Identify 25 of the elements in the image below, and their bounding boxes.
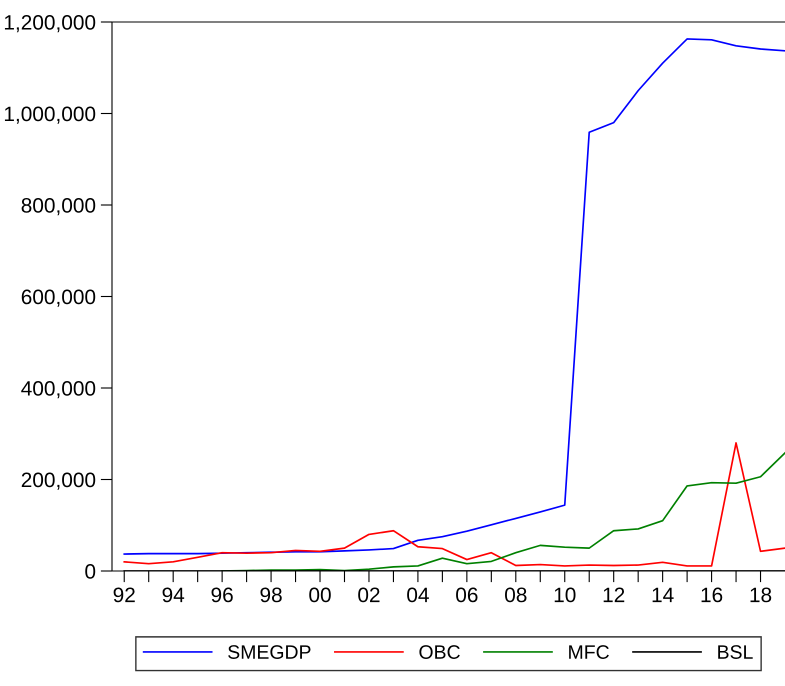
y-tick-label: 400,000 [21,381,96,398]
x-tick-label: 92 [114,588,135,602]
x-tick-label: 12 [604,588,624,602]
x-tick-label: 14 [652,588,674,602]
y-tick-label: 800,000 [22,198,96,216]
y-tick-label: 600,000 [22,290,96,307]
x-tick-label: 18 [750,588,772,602]
x-tick-label: 96 [212,588,233,602]
y-tick-label: 1,200,000 [4,15,96,32]
legend-label: SMEGDP [228,645,310,659]
legend-label: OBC [419,645,460,659]
x-tick-label: 10 [554,588,576,602]
x-tick-label: 16 [702,588,722,602]
y-tick-label: 0 [85,564,96,579]
x-tick-label: 98 [260,588,282,602]
x-tick-label: 06 [456,588,478,602]
x-tick-label: 94 [162,588,184,602]
x-tick-label: 00 [309,588,331,602]
x-tick-label: 08 [505,588,526,602]
legend-label: BSL [718,645,753,659]
x-tick-label: 02 [358,588,380,602]
x-tick-label: 04 [407,588,429,602]
y-tick-label: 1,000,000 [4,106,96,124]
legend-label: MFC [569,645,609,659]
y-tick-label: 200,000 [22,472,96,490]
